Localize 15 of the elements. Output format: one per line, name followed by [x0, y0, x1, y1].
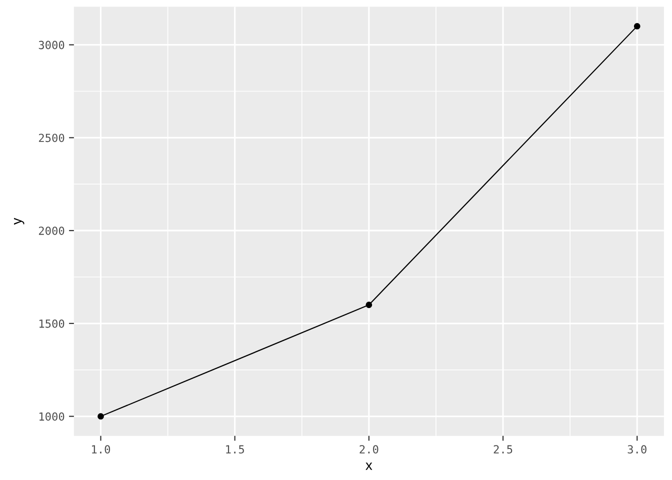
x-tick-label: 3.0	[628, 445, 646, 454]
y-tick-label: 1500	[39, 319, 64, 328]
y-tick-label: 1000	[39, 412, 64, 421]
x-tick-label: 1.0	[92, 445, 110, 454]
x-tick-label: 1.5	[226, 445, 244, 454]
point	[366, 302, 372, 308]
point	[634, 23, 640, 30]
y-tick-label: 2500	[38, 134, 64, 142]
y-axis-title: y	[14, 218, 24, 225]
x-axis-title: x	[366, 462, 372, 470]
x-tick-label: 2.0	[360, 445, 378, 454]
point	[98, 413, 104, 420]
x-tick-label: 2.5	[494, 445, 512, 454]
y-tick-label: 3000	[38, 40, 64, 50]
y-tick-label: 2000	[38, 226, 64, 235]
